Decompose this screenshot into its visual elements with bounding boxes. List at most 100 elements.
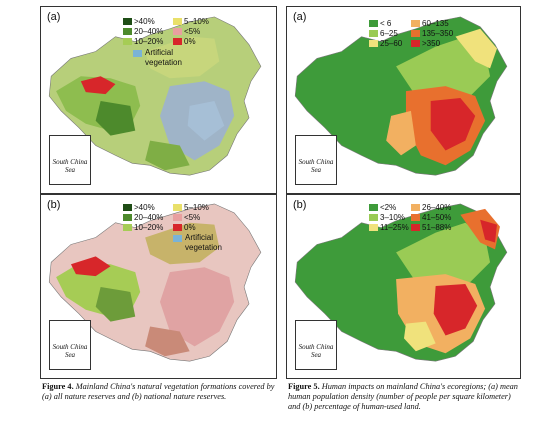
legend-item: <5% <box>173 213 200 223</box>
caption-text: Human impacts on mainland China's ecoreg… <box>288 382 518 411</box>
legend-swatch <box>123 18 132 26</box>
legend-item: 20–40% <box>123 27 163 37</box>
legend-swatch <box>173 214 182 222</box>
legend-label: 10–20% <box>134 37 164 46</box>
legend-swatch <box>123 28 132 36</box>
legend-label: 25–60 <box>380 39 403 48</box>
legend-label: 5–10% <box>184 203 209 212</box>
legend-item: 5–10% <box>173 203 209 213</box>
legend-label: 26–40% <box>422 203 452 212</box>
legend-swatch <box>411 214 420 222</box>
legend-swatch <box>133 50 142 57</box>
inset-map: South China Sea <box>295 135 337 185</box>
legend: < 6 60–135 6–25 135–350 25–60 >350 <box>369 19 519 53</box>
legend-item: 60–135 <box>411 19 449 29</box>
legend-item: 10–20% <box>123 223 163 233</box>
legend-item: 0% <box>173 37 196 47</box>
legend-item: 3–10% <box>369 213 405 223</box>
legend-item: 135–350 <box>411 29 453 39</box>
caption-text: Mainland China's natural vegetation form… <box>42 382 275 401</box>
inset-map: South China Sea <box>49 135 91 185</box>
legend-item: 26–40% <box>411 203 451 213</box>
legend-swatch <box>173 38 182 46</box>
legend-label: 51–88% <box>422 223 452 232</box>
legend-label: 11–25% <box>380 223 409 232</box>
inset-label: South China Sea <box>52 158 88 174</box>
legend-label: 20–40% <box>134 213 164 222</box>
legend-swatch <box>123 204 132 212</box>
inset-map: South China Sea <box>49 320 91 370</box>
legend-item: Artificial vegetation <box>173 233 243 253</box>
figure-5-caption: Figure 5. Human impacts on mainland Chin… <box>288 382 520 412</box>
caption-label: Figure 4. <box>42 382 74 391</box>
figure-4a-panel: (a) >40% 5–10% 20–40% <5% 10–20% 0% Arti… <box>40 6 277 194</box>
legend-label: < 6 <box>380 19 392 28</box>
panel-label: (b) <box>47 199 61 211</box>
inset-label: South China Sea <box>298 158 334 174</box>
legend-item: <5% <box>173 27 200 37</box>
legend-label: <5% <box>184 213 201 222</box>
legend-swatch <box>173 224 182 232</box>
legend-swatch <box>411 30 420 38</box>
legend-swatch <box>369 224 378 232</box>
legend-label: 3–10% <box>380 213 405 222</box>
figure-5a-panel: (a) < 6 60–135 6–25 135–350 25–60 >350 S… <box>286 6 521 194</box>
figure-4-caption: Figure 4. Mainland China's natural veget… <box>42 382 277 402</box>
caption-label: Figure 5. <box>288 382 320 391</box>
legend-label: 0% <box>184 223 196 232</box>
legend-swatch <box>369 214 378 222</box>
legend-swatch <box>369 30 378 38</box>
figure-4b-panel: (b) >40% 5–10% 20–40% <5% 10–20% 0% Arti… <box>40 194 277 379</box>
legend: >40% 5–10% 20–40% <5% 10–20% 0% Artifici… <box>123 203 273 255</box>
legend-label: <2% <box>380 203 397 212</box>
legend-item: < 6 <box>369 19 391 29</box>
figure-5b-panel: (b) <2% 26–40% 3–10% 41–50% 11–25% 51–88… <box>286 194 521 379</box>
legend-item: 10–20% <box>123 37 163 47</box>
legend-item: Artificial vegetation <box>133 48 203 68</box>
inset-label: South China Sea <box>298 343 334 359</box>
legend: <2% 26–40% 3–10% 41–50% 11–25% 51–88% <box>369 203 519 237</box>
legend-item: 20–40% <box>123 213 163 223</box>
legend-item: 41–50% <box>411 213 451 223</box>
legend-swatch <box>123 214 132 222</box>
legend-swatch <box>173 204 182 212</box>
legend-swatch <box>411 20 420 28</box>
legend-label: >40% <box>134 203 155 212</box>
inset-map: South China Sea <box>295 320 337 370</box>
legend-item: 5–10% <box>173 17 209 27</box>
legend-swatch <box>173 28 182 36</box>
legend-label: 60–135 <box>422 19 449 28</box>
panel-label: (b) <box>293 199 307 211</box>
legend-label: 135–350 <box>422 29 454 38</box>
legend-label: >40% <box>134 17 155 26</box>
legend-swatch <box>173 18 182 26</box>
legend-label: 0% <box>184 37 196 46</box>
legend-item: 25–60 <box>369 39 402 49</box>
legend-label: 20–40% <box>134 27 164 36</box>
legend-item: >350 <box>411 39 440 49</box>
legend-label: <5% <box>184 27 201 36</box>
legend-label: 41–50% <box>422 213 452 222</box>
legend-swatch <box>411 224 420 232</box>
legend-swatch <box>411 204 420 212</box>
legend-item: <2% <box>369 203 396 213</box>
legend-label: Artificial vegetation <box>185 233 222 252</box>
legend-item: 6–25 <box>369 29 398 39</box>
legend-swatch <box>369 204 378 212</box>
legend-label: 6–25 <box>380 29 398 38</box>
legend: >40% 5–10% 20–40% <5% 10–20% 0% Artifici… <box>123 17 273 69</box>
figure-4a-map <box>48 16 262 176</box>
legend-swatch <box>173 235 182 242</box>
legend-swatch <box>411 40 420 48</box>
legend-item: 51–88% <box>411 223 451 233</box>
figure-5b-map <box>294 203 508 362</box>
legend-label: Artificial vegetation <box>145 48 182 67</box>
legend-item: 0% <box>173 223 196 233</box>
legend-item: >40% <box>123 203 155 213</box>
legend-swatch <box>369 20 378 28</box>
legend-swatch <box>369 40 378 48</box>
inset-label: South China Sea <box>52 343 88 359</box>
legend-swatch <box>123 224 132 232</box>
figure-4b-map <box>48 203 262 362</box>
legend-swatch <box>123 38 132 46</box>
